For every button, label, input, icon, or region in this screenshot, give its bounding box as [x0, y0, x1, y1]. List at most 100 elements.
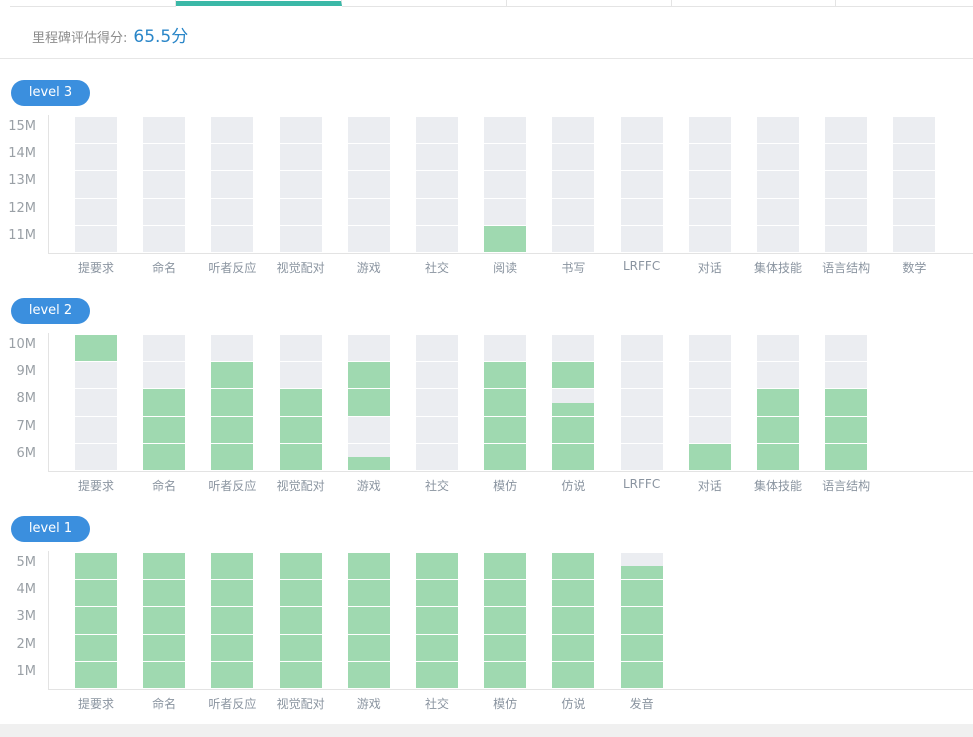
- bar-segment: [620, 225, 663, 252]
- x-tick-label: 社交: [424, 479, 449, 493]
- bar[interactable]: [825, 117, 868, 253]
- bar[interactable]: [75, 553, 117, 689]
- bar-fill: [484, 225, 527, 252]
- bar-segment: [484, 335, 527, 362]
- bar[interactable]: [552, 335, 595, 471]
- bar-fill: [552, 416, 595, 443]
- bar[interactable]: [211, 117, 254, 253]
- bar-segment: [416, 225, 458, 252]
- bar[interactable]: [620, 335, 663, 471]
- bar-segment: [143, 198, 186, 225]
- x-tick-label: 听者反应: [208, 261, 257, 275]
- bar-segment: [279, 171, 322, 198]
- bar[interactable]: [484, 335, 527, 471]
- bar-segment: [143, 335, 186, 362]
- bar-fill: [211, 580, 254, 607]
- bar[interactable]: [143, 117, 186, 253]
- y-tick-label: 10M: [8, 337, 36, 352]
- bar-segment: [688, 198, 731, 225]
- bar[interactable]: [757, 117, 799, 253]
- bar-fill: [211, 553, 254, 580]
- bar[interactable]: [143, 553, 186, 689]
- y-axis-line: [48, 333, 49, 472]
- bar-segment: [143, 225, 186, 252]
- bar[interactable]: [620, 117, 663, 253]
- x-tick-label: 模仿: [493, 479, 518, 493]
- bar-segment: [688, 144, 731, 171]
- bar-segment: [416, 416, 458, 443]
- x-tick-label: 视觉配对: [276, 479, 325, 493]
- tab-1[interactable]: [10, 0, 176, 7]
- bar-segment: [416, 144, 458, 171]
- bar[interactable]: [143, 335, 186, 471]
- bar[interactable]: [893, 117, 936, 253]
- bar[interactable]: [825, 335, 868, 471]
- bar-segment: [347, 416, 390, 443]
- bar[interactable]: [688, 117, 731, 253]
- bar[interactable]: [620, 553, 663, 689]
- x-tick-label: 集体技能: [753, 261, 802, 275]
- bar[interactable]: [75, 335, 117, 471]
- bar-segment: [484, 144, 527, 171]
- x-tick-label: 视觉配对: [276, 697, 325, 711]
- bar-fill: [688, 443, 731, 470]
- bar-segment: [825, 117, 868, 144]
- bar-fill: [347, 634, 390, 661]
- bar[interactable]: [347, 117, 390, 253]
- bar[interactable]: [347, 335, 390, 471]
- tab-3[interactable]: [342, 0, 507, 7]
- bar-segment: [688, 389, 731, 416]
- bar-segment: [620, 117, 663, 144]
- tab-5[interactable]: [672, 0, 836, 7]
- tab-2-active[interactable]: [176, 0, 342, 6]
- bar-segment: [825, 362, 868, 389]
- bar-segment: [75, 416, 117, 443]
- header-divider: [0, 58, 973, 59]
- bar[interactable]: [416, 553, 458, 689]
- score-label: 里程碑评估得分:: [32, 31, 128, 46]
- bar[interactable]: [416, 117, 458, 253]
- bar-fill: [552, 553, 595, 580]
- bar-fill: [143, 580, 186, 607]
- bar-segment: [757, 225, 799, 252]
- bar-fill: [279, 416, 322, 443]
- bar-fill: [279, 661, 322, 688]
- x-tick-label: 命名: [152, 479, 177, 493]
- bar[interactable]: [757, 335, 799, 471]
- bar[interactable]: [552, 117, 595, 253]
- bar[interactable]: [279, 335, 322, 471]
- y-tick-label: 11M: [8, 227, 36, 243]
- bar[interactable]: [279, 117, 322, 253]
- bar-fill: [552, 402, 595, 416]
- y-axis-line: [48, 115, 49, 254]
- x-tick-label: 对话: [697, 479, 722, 493]
- bar-segment: [688, 225, 731, 252]
- bar[interactable]: [75, 117, 117, 253]
- bar[interactable]: [484, 553, 527, 689]
- bar-segment: [757, 198, 799, 225]
- bar[interactable]: [279, 553, 322, 689]
- x-tick-label: 提要求: [77, 697, 114, 711]
- bar[interactable]: [211, 553, 254, 689]
- bar[interactable]: [347, 553, 390, 689]
- bar-segment: [211, 225, 254, 252]
- bar[interactable]: [211, 335, 254, 471]
- bar-fill: [75, 634, 117, 661]
- bar[interactable]: [688, 335, 731, 471]
- bar-segment: [688, 335, 731, 362]
- bar[interactable]: [552, 553, 595, 689]
- bar-segment: [552, 171, 595, 198]
- bar-fill: [75, 335, 117, 362]
- bar-segment: [893, 144, 936, 171]
- y-tick-label: 13M: [8, 173, 36, 189]
- score-value: 65.5分: [133, 27, 189, 47]
- tab-4[interactable]: [507, 0, 672, 7]
- bar-segment: [347, 198, 390, 225]
- bar[interactable]: [416, 335, 458, 471]
- tab-6[interactable]: [836, 0, 973, 7]
- bar-segment: [552, 117, 595, 144]
- bar-fill: [620, 661, 663, 688]
- bar[interactable]: [484, 117, 527, 253]
- bar-segment: [211, 198, 254, 225]
- bar-fill: [143, 634, 186, 661]
